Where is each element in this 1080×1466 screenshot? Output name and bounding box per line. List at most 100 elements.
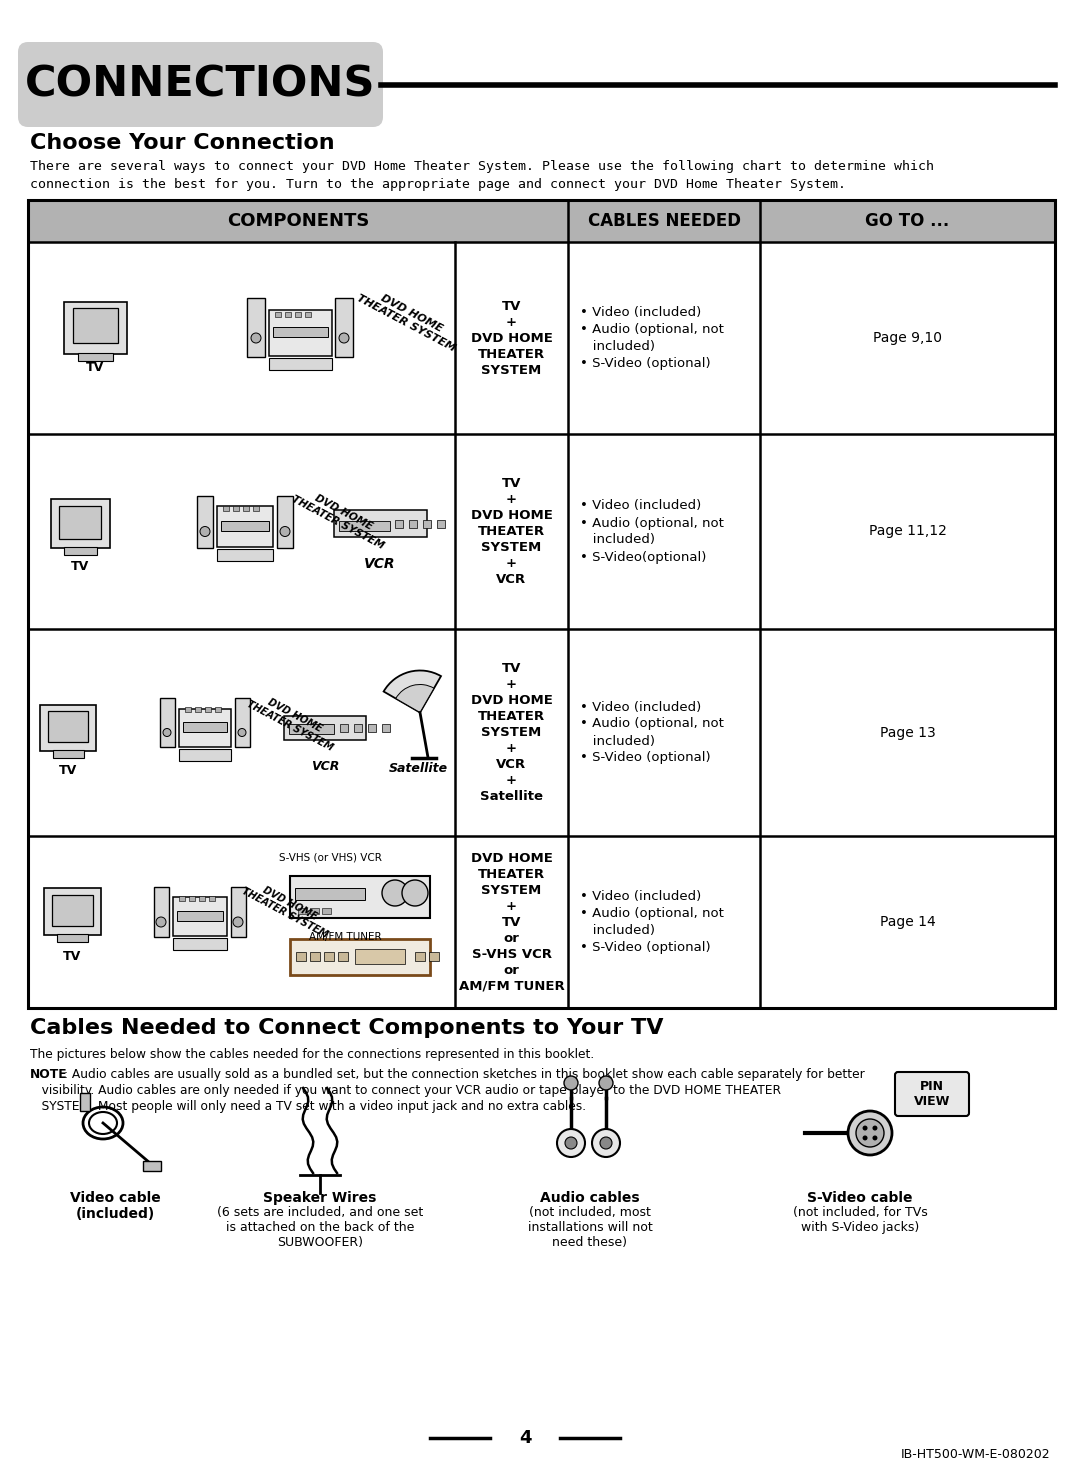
Text: AM/FM TUNER: AM/FM TUNER [309, 932, 381, 943]
Text: Page 9,10: Page 9,10 [873, 331, 942, 345]
Bar [59, 506, 102, 538]
Bar [217, 548, 273, 560]
Circle shape [339, 333, 349, 343]
Circle shape [873, 1126, 877, 1130]
Bar [253, 506, 259, 510]
Bar [195, 707, 201, 711]
Bar [44, 888, 102, 935]
Text: CABLES NEEDED: CABLES NEEDED [588, 213, 741, 230]
Bar [217, 506, 273, 547]
Bar [291, 877, 430, 918]
Text: • Video (included)
• Audio (optional, not
   included)
• S-Video (optional): • Video (included) • Audio (optional, no… [580, 306, 724, 369]
Bar [310, 907, 319, 913]
Bar [354, 724, 362, 732]
Bar [382, 724, 390, 732]
Bar [295, 888, 365, 900]
Bar [28, 199, 1055, 1009]
Text: Page 14: Page 14 [879, 915, 935, 929]
Circle shape [856, 1119, 885, 1146]
Text: SYSTEM. Most people will only need a TV set with a video input jack and no extra: SYSTEM. Most people will only need a TV … [30, 1100, 586, 1113]
Bar [322, 907, 330, 913]
Text: Cables Needed to Connect Components to Your TV: Cables Needed to Connect Components to Y… [30, 1017, 663, 1038]
Circle shape [402, 880, 428, 906]
Bar [221, 520, 269, 531]
Text: TV
+
DVD HOME
THEATER
SYSTEM
+
VCR: TV + DVD HOME THEATER SYSTEM + VCR [471, 476, 553, 586]
Bar [429, 951, 438, 962]
Circle shape [564, 1076, 578, 1091]
Bar [437, 519, 445, 528]
Text: NOTE: NOTE [30, 1069, 68, 1080]
Circle shape [873, 1136, 877, 1141]
Bar [197, 496, 213, 547]
Text: DVD HOME
THEATER SYSTEM: DVD HOME THEATER SYSTEM [245, 689, 340, 752]
Circle shape [848, 1111, 892, 1155]
Bar [285, 312, 291, 317]
Circle shape [565, 1138, 577, 1149]
Circle shape [599, 1076, 613, 1091]
Bar [231, 887, 246, 937]
Text: There are several ways to connect your DVD Home Theater System. Please use the f: There are several ways to connect your D… [30, 160, 934, 173]
Bar [269, 358, 332, 369]
Text: Page 11,12: Page 11,12 [868, 525, 946, 538]
Bar [73, 308, 118, 343]
Bar [395, 519, 403, 528]
Bar [210, 896, 215, 902]
Bar [199, 896, 205, 902]
Bar [51, 498, 110, 547]
Text: 4: 4 [518, 1429, 531, 1447]
Bar [179, 708, 231, 746]
Bar [291, 940, 430, 975]
Bar [310, 951, 320, 962]
Text: DVD HOME
THEATER SYSTEM: DVD HOME THEATER SYSTEM [355, 283, 462, 353]
Bar [179, 896, 185, 902]
Bar [275, 312, 281, 317]
Bar [233, 506, 239, 510]
Text: (not included, most
installations will not
need these): (not included, most installations will n… [528, 1207, 652, 1249]
Text: connection is the best for you. Turn to the appropriate page and connect your DV: connection is the best for you. Turn to … [30, 177, 846, 191]
Text: (6 sets are included, and one set
is attached on the back of the
SUBWOOFER): (6 sets are included, and one set is att… [217, 1207, 423, 1249]
Text: DVD HOME
THEATER SYSTEM: DVD HOME THEATER SYSTEM [291, 484, 391, 551]
Circle shape [156, 918, 166, 927]
Wedge shape [395, 685, 434, 712]
Text: GO TO ...: GO TO ... [865, 213, 949, 230]
Text: TV
+
DVD HOME
THEATER
SYSTEM: TV + DVD HOME THEATER SYSTEM [471, 299, 553, 377]
Bar [80, 1094, 90, 1111]
Bar [48, 711, 87, 742]
Text: TV: TV [71, 560, 90, 573]
Bar [335, 298, 353, 358]
Bar [53, 749, 84, 758]
Text: CONNECTIONS: CONNECTIONS [25, 63, 376, 106]
Bar [28, 199, 1055, 242]
Circle shape [238, 729, 246, 736]
Bar [269, 309, 332, 356]
Bar [324, 951, 334, 962]
Bar [415, 951, 426, 962]
Text: DVD HOME
THEATER
SYSTEM
+
TV
or
S-VHS VCR
or
AM/FM TUNER: DVD HOME THEATER SYSTEM + TV or S-VHS VC… [459, 852, 565, 992]
Bar [185, 707, 191, 711]
Bar [338, 951, 348, 962]
Bar [179, 749, 231, 761]
Text: COMPONENTS: COMPONENTS [227, 213, 369, 230]
Bar [28, 199, 1055, 1009]
Wedge shape [383, 670, 441, 712]
Bar [143, 1161, 161, 1171]
Text: VCR: VCR [364, 557, 395, 572]
Text: TV
+
DVD HOME
THEATER
SYSTEM
+
VCR
+
Satellite: TV + DVD HOME THEATER SYSTEM + VCR + Sat… [471, 663, 553, 803]
Text: S-VHS (or VHS) VCR: S-VHS (or VHS) VCR [279, 852, 381, 862]
Bar [295, 312, 301, 317]
Text: VCR: VCR [311, 761, 339, 774]
Circle shape [557, 1129, 585, 1157]
Circle shape [280, 526, 291, 537]
Bar [177, 910, 222, 921]
Text: Choose Your Connection: Choose Your Connection [30, 133, 335, 152]
Text: Video cable
(included): Video cable (included) [69, 1190, 160, 1221]
Text: (not included, for TVs
with S-Video jacks): (not included, for TVs with S-Video jack… [793, 1207, 928, 1234]
Bar [222, 506, 229, 510]
Bar [57, 934, 87, 943]
Text: Audio cables: Audio cables [540, 1190, 639, 1205]
Bar [189, 896, 195, 902]
Bar [273, 327, 328, 337]
Bar [339, 520, 390, 531]
Text: : Audio cables are usually sold as a bundled set, but the connection sketches in: : Audio cables are usually sold as a bun… [64, 1069, 865, 1080]
Circle shape [592, 1129, 620, 1157]
